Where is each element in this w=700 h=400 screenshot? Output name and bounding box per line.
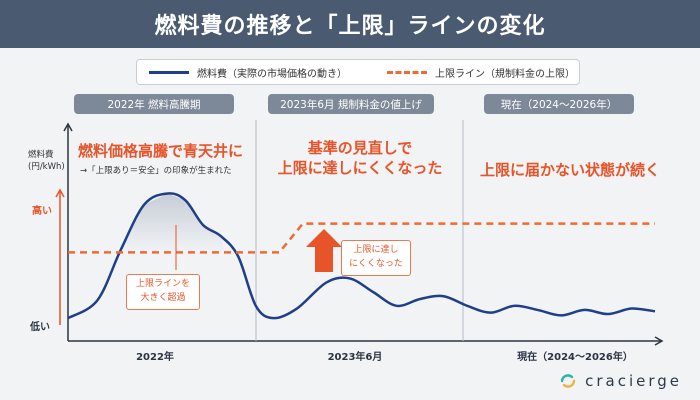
- x-axis-arrow-icon: [654, 336, 664, 346]
- brand-name: cracierge: [585, 372, 682, 390]
- legend-dashed-line-icon: [387, 70, 427, 74]
- legend-item-market: 燃料費（実際の市場価格の動き）: [149, 65, 347, 80]
- overshoot-area: [116, 193, 225, 253]
- cracierge-logo-icon: [559, 372, 577, 390]
- series-cap-line: [68, 222, 655, 254]
- x-tick-0: 2022年: [136, 350, 174, 363]
- y-axis-label: 燃料費(円/kWh): [28, 149, 65, 172]
- header-bar: 燃料費の推移と「上限」ラインの変化: [0, 0, 700, 48]
- y-tick-low: 低い: [29, 320, 50, 333]
- rise-arrow-icon: [306, 229, 342, 247]
- legend-label-cap: 上限ライン（規制料金の上限）: [435, 68, 575, 80]
- legend-label-market: 燃料費（実際の市場価格の動き）: [197, 68, 347, 80]
- headline-current: 上限に届かない状態が続く: [479, 161, 660, 179]
- y-tick-high: 高い: [32, 204, 52, 217]
- callout-hard-to-reach: 上限に達し にくくなった: [341, 240, 411, 276]
- phase-label-current: 現在（2024〜2026年）: [484, 94, 634, 114]
- headline-2022: 燃料価格高騰で青天井に: [78, 142, 244, 160]
- phase-label-2023: 2023年6月 規制料金の値上げ: [268, 94, 434, 114]
- headline-2023: 基準の見直しで 上限に達しにくくなった: [277, 139, 443, 177]
- legend-solid-line-icon: [149, 70, 189, 74]
- x-tick-1: 2023年6月: [328, 350, 383, 363]
- series-market-line: [67, 192, 656, 320]
- y-scale-arrow-icon: [55, 188, 65, 198]
- page-title: 燃料費の推移と「上限」ラインの変化: [154, 14, 546, 39]
- callout-over-cap: 上限ラインを 大きく超過: [126, 274, 200, 310]
- legend-item-cap: 上限ライン（規制料金の上限）: [387, 65, 575, 80]
- rise-arrow-stem: [315, 246, 333, 272]
- phase-label-2022: 2022年 燃料高騰期: [74, 94, 234, 114]
- brand-logo: cracierge: [559, 372, 682, 390]
- subnote-safe-impression: →「上限あり＝安全」の印象が生まれた: [80, 166, 232, 176]
- y-axis-arrow-icon: [63, 122, 73, 132]
- x-tick-2: 現在（2024〜2026年）: [517, 350, 633, 363]
- chart-legend: 燃料費（実際の市場価格の動き） 上限ライン（規制料金の上限）: [136, 59, 580, 85]
